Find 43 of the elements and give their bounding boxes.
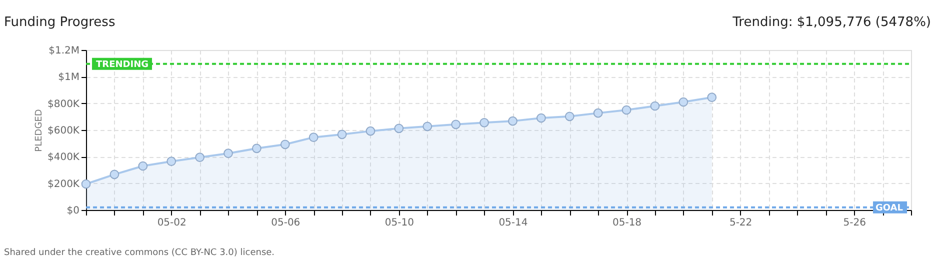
point [678,97,688,107]
point [622,105,632,115]
y-axis-title: PLEDGED [34,109,44,152]
point [707,92,717,102]
ref-line-label: TRENDING [96,60,148,70]
y-tick-label: $400K [47,152,80,164]
point [224,148,233,158]
point [451,120,461,130]
y-tick-label: $1.2M [48,46,80,56]
point [536,113,546,123]
point [138,161,148,171]
point [394,124,404,134]
point [337,130,347,140]
point [308,132,318,142]
point [81,179,91,189]
ref-line-label: GOAL [876,203,904,214]
point [252,144,262,154]
y-tick-label: $800K [47,98,80,110]
x-tick-label: 05-14 [498,218,528,228]
point [166,156,176,166]
point [564,112,574,122]
y-tick-label: $600K [47,126,80,136]
x-tick-label: 05-10 [384,218,414,228]
y-tick-label: $200K [47,178,80,190]
point [110,170,120,180]
point [280,140,290,150]
x-tick-label: 05-18 [612,218,642,228]
text: Shared under the creative commons (CC BY-NC 3.0) license. [4,248,275,258]
x-tick-label: 5-22 [729,218,752,228]
point [422,122,432,132]
y-tick-label: $1M [58,72,80,84]
y-tick-label: $0 [66,206,80,216]
chart-subtitle: Trending: $1,095,776 (5478%) [732,15,931,30]
point [366,126,376,136]
point [195,152,204,162]
x-tick-label: 05-06 [271,218,300,228]
x-tick-label: 5-26 [843,218,866,228]
x-tick-label: 05-02 [157,218,186,228]
point [650,101,660,111]
point [480,118,489,128]
point [593,108,603,118]
chart-title: Funding Progress [4,15,116,30]
point [508,116,518,126]
